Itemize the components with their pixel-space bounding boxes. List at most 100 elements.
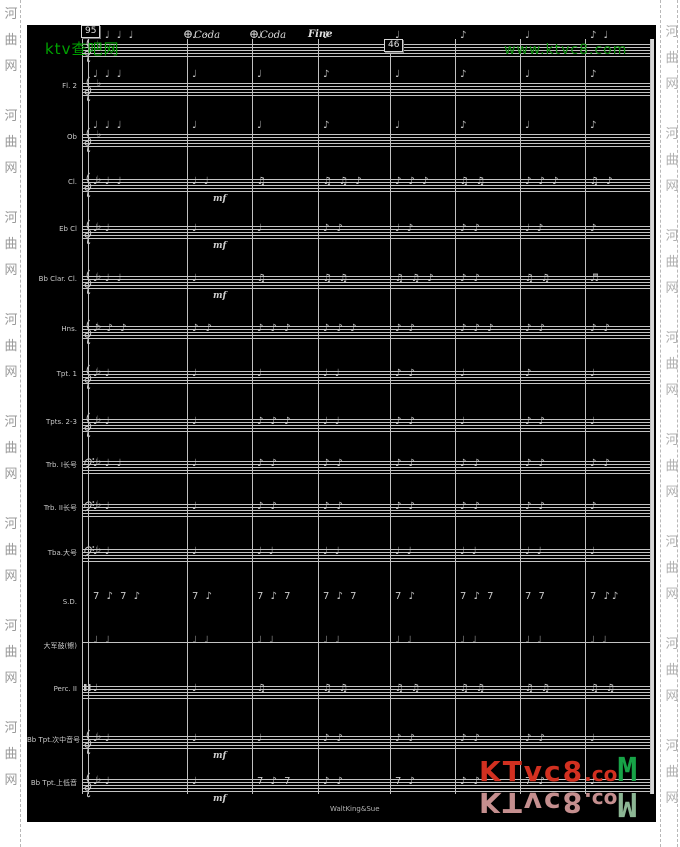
staff-row: ♭ ♩ ♩ ♩ 7 ♪ 7 ♪ ♪ 7 ♪ ♪ ♪ 7 ♪ ♩ mf bbox=[82, 772, 654, 804]
key-signature-flat-icon: ♭ bbox=[97, 367, 102, 377]
margin-watermark-char: 网 bbox=[4, 263, 18, 278]
measure-notes: ♪ ♪ bbox=[525, 501, 547, 512]
measure-notes: ♫ ♫ bbox=[525, 273, 553, 284]
measure-notes: ♪ bbox=[460, 30, 469, 41]
measure-notes: ♪ bbox=[460, 120, 469, 131]
measure-notes: ♩ bbox=[192, 368, 199, 379]
measure-notes: ♪ ♪ bbox=[323, 501, 345, 512]
measure-notes: ♩ bbox=[192, 501, 199, 512]
coda-mark-2: ⊕Coda bbox=[249, 27, 286, 41]
measure-notes: ♩ ♩ bbox=[395, 546, 414, 557]
margin-watermark-char: 网 bbox=[4, 161, 18, 176]
margin-watermark-char: 河 bbox=[4, 109, 18, 124]
measure-notes: ♪ bbox=[525, 368, 534, 379]
measure-notes: ♪ ♪ bbox=[460, 733, 482, 744]
measure-notes: ♪ ♪ bbox=[460, 223, 482, 234]
key-signature-flat-icon: ♭ bbox=[97, 40, 102, 50]
margin-watermark-char: 网 bbox=[665, 179, 679, 194]
measure-notes: ♩ ♪ bbox=[395, 223, 416, 234]
measure-notes: ♩ ♩ ♩ ♩ bbox=[93, 30, 136, 41]
logo-reflection-text: KTvc8 bbox=[479, 786, 585, 819]
measure-notes: ♩ bbox=[525, 120, 532, 131]
margin-watermark-char: 曲 bbox=[4, 339, 18, 354]
measure-notes: ♪ ♪ bbox=[460, 458, 482, 469]
measure-notes: ♩ ♩ ♩ bbox=[93, 176, 124, 187]
measure-notes: ♩ ♩ bbox=[590, 635, 609, 646]
margin-watermark-char: 河 bbox=[665, 127, 679, 142]
measure-notes: ♪ ♪ bbox=[525, 416, 547, 427]
left-margin-divider bbox=[20, 0, 21, 847]
barline bbox=[455, 39, 456, 794]
instrument-label: Eb Cl bbox=[59, 225, 77, 233]
measure-notes: ♩ ♩ bbox=[93, 368, 112, 379]
measure-notes: ♩ ♩ bbox=[323, 635, 342, 646]
margin-watermark-char: 曲 bbox=[4, 237, 18, 252]
measure-notes: ♪ bbox=[590, 501, 599, 512]
measure-notes: ♩ ♩ bbox=[323, 368, 342, 379]
measure-notes: ♩ · bbox=[192, 30, 210, 41]
measure-notes: ♪ ♪ ♪ bbox=[525, 176, 561, 187]
margin-watermark-char: 曲 bbox=[665, 663, 679, 678]
instrument-label: Tpts. 2-3 bbox=[46, 418, 77, 426]
instrument-label: Trb. II长号 bbox=[43, 504, 77, 512]
measure-notes: ♩ ♩ bbox=[93, 546, 112, 557]
key-signature-flat-icon: ♭ bbox=[97, 322, 102, 332]
margin-watermark-char: 曲 bbox=[665, 765, 679, 780]
measure-notes: ♪ ♪ bbox=[525, 323, 547, 334]
measure-notes: ♪ ♪ bbox=[395, 733, 417, 744]
measure-notes: ♪ bbox=[590, 120, 599, 131]
instrument-label: S.D. bbox=[62, 598, 77, 606]
measure-notes: 7 7 bbox=[525, 591, 547, 602]
margin-watermark-char: 网 bbox=[4, 671, 18, 686]
margin-watermark-char: 曲 bbox=[4, 441, 18, 456]
staff-row: ♭ ♩ ♩ ♩ ♩ ♩ ♩ ♪ ♪ ♩ ♪ ♩ bbox=[82, 364, 654, 390]
margin-watermark-char: 河 bbox=[665, 229, 679, 244]
dynamic-mark-mf: mf bbox=[213, 291, 227, 301]
measure-notes: ♫ ♫ bbox=[525, 683, 553, 694]
measure-notes: ♫ ♫ bbox=[323, 683, 351, 694]
barline bbox=[520, 39, 521, 794]
barline bbox=[187, 39, 188, 794]
measure-notes: ♩ ♩ bbox=[192, 176, 211, 187]
score-area: 95 ⊕Coda ⊕Coda Fine 46 ktv查吧网 www.ktvc8.… bbox=[27, 25, 656, 822]
staff-row: ♭ ♪ ♪ ♪ ♪ ♪ ♪ ♪ ♪ ♪ ♪ ♪ ♪ ♪ ♪ ♪ ♪ ♪ ♪ ♪ ♪ bbox=[82, 319, 654, 345]
measure-notes: ♪ bbox=[323, 30, 332, 41]
barline bbox=[650, 39, 651, 794]
measure-notes: ♪ ♪ bbox=[395, 323, 417, 334]
measure-notes: ♩ ♪ bbox=[525, 223, 546, 234]
measure-notes: 7 ♪ bbox=[395, 591, 417, 602]
measure-notes: ♪ ♪ bbox=[323, 458, 345, 469]
ktvc8-logo-reflection: KTvc8.coM bbox=[479, 785, 637, 822]
staff-row: ♭ ♩ ♩ ♩ ♩ ♩ · ♩ ♪ ♩ ♪ ♩ ♪ ♩ bbox=[82, 30, 654, 63]
measure-notes: ♪ bbox=[323, 69, 332, 80]
margin-watermark-char: 网 bbox=[665, 485, 679, 500]
instrument-label: Bb Tpt.上低音 bbox=[30, 779, 77, 787]
rehearsal-box-left: 95 bbox=[81, 25, 101, 38]
staff-row: ♭ ♩ ♩ ♩ ♩ ♩ ♪ ♩ ♪ ♩ ♪ bbox=[82, 69, 654, 102]
measure-notes: ♪ bbox=[460, 69, 469, 80]
measure-notes: ♩ ♩ ♩ bbox=[93, 69, 124, 80]
key-signature-flat-icon: ♭ bbox=[97, 130, 102, 140]
margin-watermark-char: 网 bbox=[4, 59, 18, 74]
barline bbox=[82, 39, 83, 794]
measure-notes: ♩ ♩ bbox=[93, 416, 112, 427]
margin-watermark-char: 网 bbox=[4, 569, 18, 584]
margin-watermark-char: 曲 bbox=[4, 747, 18, 762]
dynamic-mark-mf: mf bbox=[213, 751, 227, 761]
logo-reflection-co: .co bbox=[584, 788, 618, 812]
instrument-label: Perc. II bbox=[53, 685, 77, 693]
measure-notes: ♩ bbox=[192, 733, 199, 744]
margin-watermark-char: 曲 bbox=[4, 543, 18, 558]
measure-notes: ♩ bbox=[590, 546, 597, 557]
coda-mark-1: ⊕Coda bbox=[183, 27, 220, 41]
coda-label: Coda bbox=[260, 30, 287, 41]
measure-notes: 7 ♪ bbox=[525, 776, 547, 787]
logo-text-red: KTvc8 bbox=[479, 755, 585, 788]
measure-notes: ♪ ♪ bbox=[395, 368, 417, 379]
dynamic-mark-mf: mf bbox=[213, 241, 227, 251]
measure-notes: 7 ♪ bbox=[395, 776, 417, 787]
key-signature-flat-icon: ♭ bbox=[97, 272, 102, 282]
margin-watermark-char: 河 bbox=[4, 415, 18, 430]
measure-notes: ♪ ♪ bbox=[460, 776, 482, 787]
measure-notes: ♪ ♪ ♪ bbox=[460, 323, 496, 334]
